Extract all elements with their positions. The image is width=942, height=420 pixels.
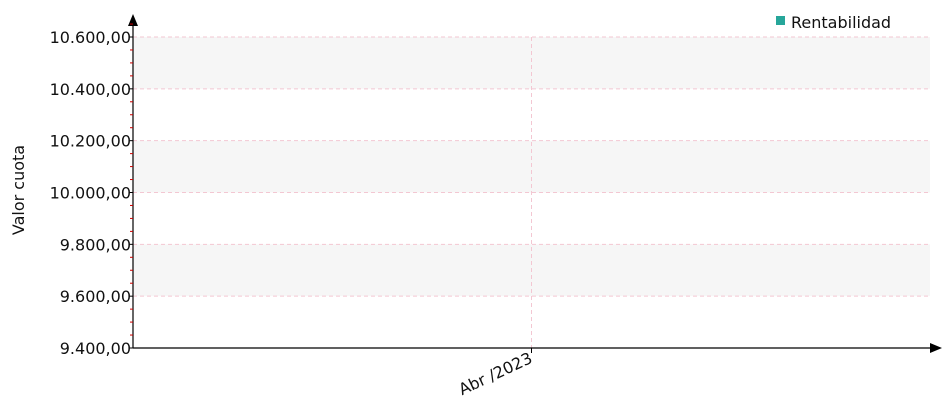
legend-label-rentabilidad: Rentabilidad: [791, 13, 891, 32]
y-tick-label: 10.200,00: [50, 132, 131, 151]
y-tick-label: 10.000,00: [50, 184, 131, 203]
y-axis-title: Valor cuota: [9, 145, 28, 235]
grid-lines: [133, 36, 930, 348]
legend-swatch-rentabilidad: [776, 16, 785, 25]
y-axis-ticks: 9.400,00 9.600,00 9.800,00 10.000,00 10.200,…: [50, 28, 133, 358]
y-axis-arrow-icon: [128, 14, 138, 26]
x-axis-arrow-icon: [930, 343, 942, 353]
y-tick-label: 10.600,00: [50, 28, 131, 47]
y-tick-label: 10.400,00: [50, 80, 131, 99]
legend: Rentabilidad: [776, 13, 891, 32]
minor-ticks: [130, 23, 133, 336]
x-axis-ticks: Abr /2023: [456, 348, 536, 399]
x-tick-label: Abr /2023: [456, 348, 536, 399]
y-tick-label: 9.400,00: [60, 339, 131, 358]
y-tick-label: 9.800,00: [60, 235, 131, 254]
y-tick-label: 9.600,00: [60, 287, 131, 306]
